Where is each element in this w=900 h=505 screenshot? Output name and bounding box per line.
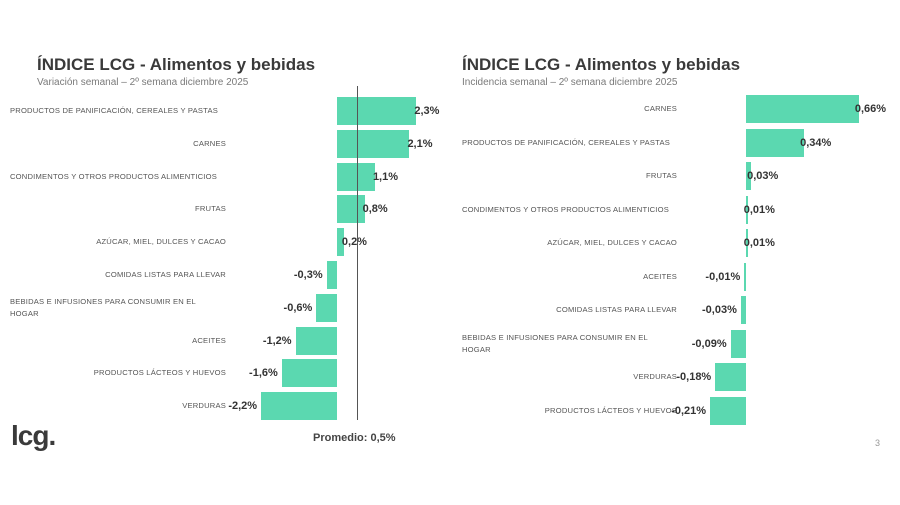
bar (337, 97, 417, 125)
category-label: FRUTAS (645, 171, 677, 180)
category-label: PRODUCTOS LÁCTEOS Y HUEVOS (544, 405, 677, 415)
right-bar-chart: CARNES 0,66% PRODUCTOS DE PANIFICACIÓN, CE… (0, 0, 886, 425)
category-label: CARNES (193, 138, 226, 148)
data-label: -2,2% (228, 400, 258, 413)
data-label: 0,03% (747, 170, 779, 182)
left-bar-chart: PRODUCTOS DE PANIFICACIÓN, CEREALES Y PA… (0, 0, 439, 421)
left-chart-title: ÍNDICE LCG - Alimentos y bebidas (37, 55, 316, 74)
data-label: -0,01% (705, 270, 741, 283)
data-label: 0,8% (362, 203, 388, 216)
category-label: COMIDAS LISTAS PARA LLEVAR (105, 270, 226, 279)
page-number: 3 (875, 438, 881, 448)
category-label: CONDIMENTOS Y OTROS PRODUCTOS ALIMENTICI… (10, 171, 217, 181)
category-label: PRODUCTOS DE PANIFICACIÓN, CEREALES Y PA… (10, 106, 218, 115)
data-label: 0,2% (341, 236, 367, 249)
bar (337, 195, 365, 224)
category-label: CARNES (644, 104, 677, 113)
bar (316, 293, 337, 322)
data-label: -0,6% (283, 301, 313, 314)
category-label: CONDIMENTOS Y OTROS PRODUCTOS ALIMENTICI… (462, 204, 669, 214)
category-label: AZÚCAR, MIEL, DULCES Y CACAO (547, 238, 677, 247)
data-label: -0,21% (671, 404, 707, 417)
bar (730, 329, 746, 358)
bar (746, 95, 859, 123)
bar (740, 296, 746, 324)
data-label: -0,09% (691, 337, 727, 350)
left-chart-subtitle: Variación semanal – 2º semana diciembre … (37, 77, 249, 88)
bar (337, 162, 375, 191)
data-label: -0,18% (676, 371, 712, 383)
category-label: AZÚCAR, MIEL, DULCES Y CACAO (96, 237, 226, 247)
average-line (357, 86, 358, 420)
lcg-logo: lcg. (11, 420, 56, 451)
data-label: -0,03% (702, 304, 737, 316)
category-label: BEBIDAS E INFUSIONES PARA CONSUMIR EN EL… (10, 296, 196, 318)
bar (746, 229, 748, 257)
bar (746, 162, 752, 190)
category-label: VERDURAS (633, 372, 677, 381)
average-label: Promedio: 0,5% (313, 432, 396, 444)
bar (710, 396, 746, 425)
bar (337, 129, 410, 158)
right-chart-subtitle: Incidencia semanal – 2º semana diciembre… (462, 77, 678, 88)
bar (715, 363, 746, 391)
bar (281, 359, 337, 388)
data-label: 0,01% (743, 203, 775, 216)
bar (261, 392, 337, 421)
bar (295, 326, 337, 355)
bar (326, 261, 337, 289)
bar (746, 195, 748, 224)
right-chart-title: ÍNDICE LCG - Alimentos y bebidas (462, 55, 741, 74)
bar (744, 262, 746, 291)
data-label: 2,1% (407, 137, 433, 150)
data-label: 0,66% (854, 103, 887, 115)
data-label: -1,2% (262, 334, 292, 347)
data-label: 1,1% (372, 170, 399, 183)
data-label: 2,3% (414, 105, 440, 117)
category-label: COMIDAS LISTAS PARA LLEVAR (556, 305, 677, 314)
category-label: VERDURAS (182, 401, 226, 411)
category-label: ACEITES (643, 271, 677, 281)
category-label: BEBIDAS E INFUSIONES PARA CONSUMIR EN EL… (462, 332, 648, 354)
data-label: -0,3% (293, 269, 323, 281)
data-label: -1,6% (249, 367, 278, 380)
bar (337, 228, 344, 257)
bar (746, 128, 805, 157)
data-label: 0,01% (743, 237, 775, 249)
category-label: FRUTAS (194, 204, 226, 214)
category-label: PRODUCTOS LÁCTEOS Y HUEVOS (93, 368, 226, 378)
data-label: 0,34% (800, 136, 832, 149)
category-label: ACEITES (192, 335, 226, 345)
category-label: PRODUCTOS DE PANIFICACIÓN, CEREALES Y PA… (462, 137, 670, 147)
